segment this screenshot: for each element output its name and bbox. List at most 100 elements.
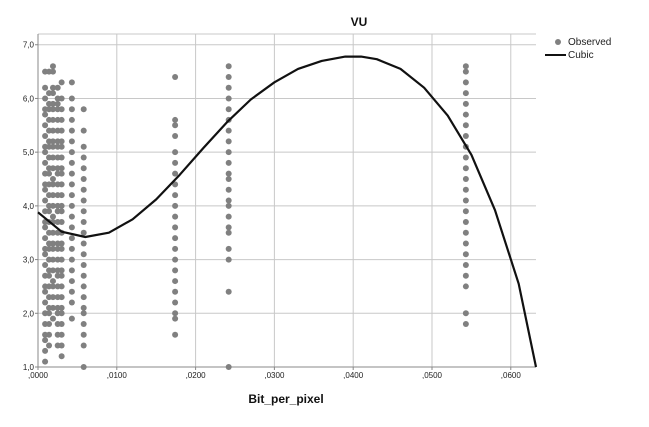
observed-point bbox=[80, 331, 87, 338]
observed-point bbox=[58, 331, 65, 338]
observed-point bbox=[172, 315, 179, 322]
observed-point bbox=[462, 111, 469, 118]
observed-point bbox=[225, 127, 232, 134]
observed-point bbox=[58, 165, 65, 172]
observed-point bbox=[42, 111, 49, 118]
observed-point bbox=[58, 127, 65, 134]
legend-cubic-label: Cubic bbox=[568, 50, 594, 61]
observed-point bbox=[68, 235, 75, 242]
observed-point bbox=[80, 176, 87, 183]
observed-point bbox=[68, 95, 75, 102]
observed-point bbox=[49, 229, 56, 236]
observed-point bbox=[58, 310, 65, 317]
observed-point bbox=[462, 321, 469, 328]
observed-point bbox=[172, 235, 179, 242]
observed-point bbox=[68, 192, 75, 199]
observed-point bbox=[49, 294, 56, 301]
observed-point bbox=[80, 106, 87, 113]
observed-point bbox=[68, 315, 75, 322]
observed-point bbox=[225, 73, 232, 80]
observed-point bbox=[80, 294, 87, 301]
observed-point bbox=[58, 116, 65, 123]
observed-point bbox=[49, 143, 56, 150]
observed-point bbox=[49, 90, 56, 97]
observed-point bbox=[462, 240, 469, 247]
observed-point bbox=[80, 229, 87, 236]
observed-point bbox=[68, 288, 75, 295]
observed-point bbox=[225, 288, 232, 295]
observed-point bbox=[80, 143, 87, 150]
observed-point bbox=[225, 229, 232, 236]
observed-point bbox=[225, 202, 232, 209]
observed-point bbox=[46, 208, 53, 215]
observed-point bbox=[80, 165, 87, 172]
observed-point bbox=[58, 272, 65, 279]
observed-point bbox=[172, 133, 179, 140]
observed-point bbox=[80, 261, 87, 268]
observed-point bbox=[225, 95, 232, 102]
x-tick-label: ,0600 bbox=[501, 371, 522, 380]
observed-point bbox=[225, 138, 232, 145]
observed-point bbox=[462, 251, 469, 258]
observed-point bbox=[68, 79, 75, 86]
observed-point bbox=[42, 358, 49, 365]
observed-point bbox=[68, 149, 75, 156]
observed-point bbox=[42, 186, 49, 193]
observed-point bbox=[46, 170, 53, 177]
observed-point bbox=[80, 272, 87, 279]
observed-point bbox=[49, 106, 56, 113]
observed-point bbox=[68, 181, 75, 188]
observed-point bbox=[68, 256, 75, 263]
observed-point bbox=[49, 176, 56, 183]
observed-point bbox=[68, 267, 75, 274]
observed-point bbox=[49, 165, 56, 172]
observed-point bbox=[42, 149, 49, 156]
observed-point bbox=[49, 304, 56, 311]
legend: Observed Cubic bbox=[545, 37, 611, 61]
observed-point bbox=[58, 294, 65, 301]
observed-point bbox=[172, 122, 179, 129]
x-tick-label: ,0300 bbox=[264, 371, 285, 380]
observed-point bbox=[225, 213, 232, 220]
observed-point bbox=[225, 364, 232, 370]
observed-point bbox=[225, 245, 232, 252]
observed-point bbox=[42, 84, 49, 91]
observed-point bbox=[49, 116, 56, 123]
observed-point bbox=[68, 245, 75, 252]
observed-point bbox=[462, 176, 469, 183]
observed-point bbox=[462, 229, 469, 236]
y-tick-label: 1,0 bbox=[23, 363, 35, 372]
observed-point bbox=[68, 127, 75, 134]
observed-point bbox=[49, 181, 56, 188]
observed-point bbox=[80, 342, 87, 349]
observed-point bbox=[42, 347, 49, 354]
x-axis-title: Bit_per_pixel bbox=[248, 392, 323, 406]
observed-point bbox=[462, 68, 469, 75]
observed-point bbox=[49, 84, 56, 91]
observed-point bbox=[49, 245, 56, 252]
chart-title: VU bbox=[351, 15, 368, 29]
observed-point bbox=[80, 197, 87, 204]
observed-point bbox=[80, 321, 87, 328]
observed-point bbox=[462, 133, 469, 140]
observed-point bbox=[49, 213, 56, 220]
y-tick-label: 5,0 bbox=[23, 148, 35, 157]
x-tick-label: ,0400 bbox=[343, 371, 364, 380]
observed-point bbox=[172, 299, 179, 306]
observed-point bbox=[58, 143, 65, 150]
observed-point bbox=[225, 256, 232, 263]
observed-point bbox=[68, 213, 75, 220]
x-tick-label: ,0500 bbox=[422, 371, 443, 380]
observed-point bbox=[172, 224, 179, 231]
observed-point bbox=[42, 95, 49, 102]
observed-point bbox=[58, 79, 65, 86]
observed-point bbox=[42, 299, 49, 306]
observed-point bbox=[172, 202, 179, 209]
observed-point bbox=[172, 310, 179, 317]
observed-point bbox=[49, 240, 56, 247]
legend-observed-label: Observed bbox=[568, 37, 611, 48]
observed-point bbox=[58, 138, 65, 145]
observed-point bbox=[58, 321, 65, 328]
observed-point bbox=[49, 68, 56, 75]
